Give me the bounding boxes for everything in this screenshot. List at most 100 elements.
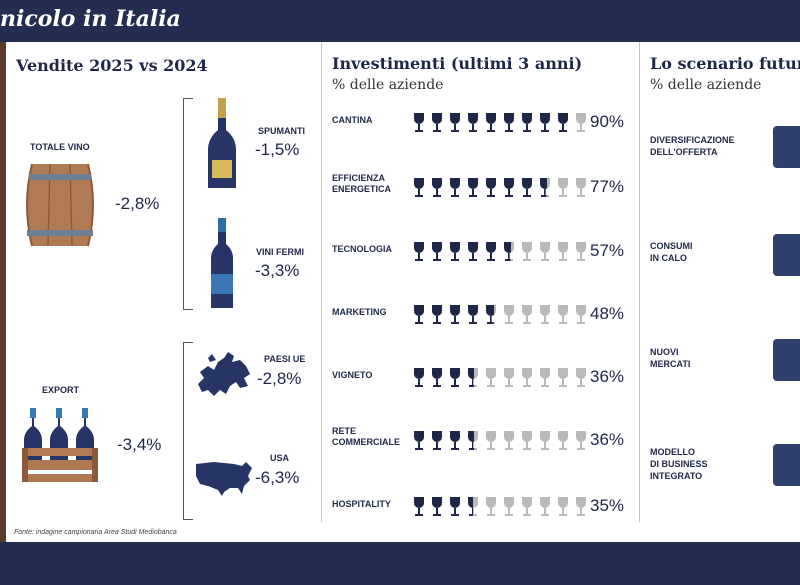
paesi-ue-label: PAESI UE bbox=[264, 354, 306, 364]
wine-glass-icon bbox=[430, 242, 444, 262]
glass-icon-scale bbox=[412, 242, 588, 262]
wine-glass-icon bbox=[574, 113, 588, 133]
wine-glass-icon bbox=[520, 305, 534, 325]
vini-fermi-label: VINI FERMI bbox=[256, 247, 305, 257]
wine-glass-icon bbox=[430, 178, 444, 198]
wine-glass-icon bbox=[466, 242, 480, 262]
barrel-icon bbox=[26, 163, 94, 247]
wine-glass-icon bbox=[538, 113, 552, 133]
glass-icon-scale bbox=[412, 113, 588, 133]
wine-glass-icon bbox=[484, 431, 498, 451]
wine-glass-icon bbox=[412, 368, 426, 388]
crate-bottles-icon bbox=[22, 408, 98, 482]
wine-glass-icon bbox=[520, 431, 534, 451]
investment-label-line1: RETE bbox=[332, 426, 357, 436]
wine-glass-icon bbox=[556, 497, 570, 517]
wine-glass-icon bbox=[412, 113, 426, 133]
glass-icon-scale bbox=[412, 497, 588, 517]
wine-glass-icon bbox=[430, 113, 444, 133]
wine-glass-icon bbox=[484, 305, 498, 325]
investment-row: CANTINA 90% bbox=[332, 110, 632, 136]
scenario-bar bbox=[773, 444, 800, 486]
wine-glass-icon bbox=[466, 305, 480, 325]
wine-glass-icon bbox=[448, 431, 462, 451]
wine-glass-icon bbox=[556, 242, 570, 262]
wine-glass-icon bbox=[412, 497, 426, 517]
investment-row: RETE COMMERCIALE 36% bbox=[332, 426, 632, 454]
wine-glass-icon bbox=[448, 113, 462, 133]
vini-fermi-value: -3,3% bbox=[255, 261, 300, 280]
wine-glass-icon bbox=[502, 497, 516, 517]
sales-panel: Vendite 2025 vs 2024 TOTALE VINO -2,8% S… bbox=[6, 42, 322, 522]
wine-glass-icon bbox=[574, 178, 588, 198]
export-label: EXPORT bbox=[42, 385, 80, 395]
paesi-ue-value: -2,8% bbox=[257, 369, 302, 388]
investment-percent: 36% bbox=[590, 367, 625, 386]
investment-label: CANTINA bbox=[332, 115, 373, 126]
wine-glass-icon bbox=[502, 178, 516, 198]
wine-glass-icon bbox=[448, 497, 462, 517]
investment-row: EFFICIENZA ENERGETICA 77% bbox=[332, 173, 632, 201]
investment-row: TECNOLOGIA 57% bbox=[332, 239, 632, 265]
scenario-label: NUOVI MERCATI bbox=[650, 346, 690, 370]
wine-glass-icon bbox=[430, 305, 444, 325]
wine-glass-icon bbox=[448, 368, 462, 388]
scenario-label-line: MERCATI bbox=[650, 359, 691, 369]
investment-label-line1: HOSPITALITY bbox=[332, 499, 391, 509]
wine-glass-icon bbox=[466, 431, 480, 451]
glass-icon-scale bbox=[412, 178, 588, 198]
scenario-title: Lo scenario futur bbox=[650, 54, 800, 73]
wine-glass-icon bbox=[538, 242, 552, 262]
wine-glass-icon bbox=[556, 178, 570, 198]
spumanti-value: -1,5% bbox=[255, 140, 300, 159]
scenario-bar bbox=[773, 339, 800, 381]
glass-icon-scale bbox=[412, 368, 588, 388]
scenario-label-line: DIVERSIFICAZIONE bbox=[650, 135, 735, 145]
wine-glass-icon bbox=[556, 113, 570, 133]
investment-label-line2: COMMERCIALE bbox=[332, 437, 400, 447]
investment-label-line1: TECNOLOGIA bbox=[332, 244, 392, 254]
sales-title: Vendite 2025 vs 2024 bbox=[16, 56, 208, 75]
wine-glass-icon bbox=[412, 178, 426, 198]
wine-glass-icon bbox=[448, 242, 462, 262]
scenario-label-line: IN CALO bbox=[650, 253, 687, 263]
wine-glass-icon bbox=[502, 305, 516, 325]
scenario-subtitle: % delle aziende bbox=[650, 77, 762, 93]
scenario-label: MODELLO DI BUSINESS INTEGRATO bbox=[650, 446, 708, 482]
scenario-label-line: CONSUMI bbox=[650, 241, 693, 251]
glass-icon-scale bbox=[412, 431, 588, 451]
wine-glass-icon bbox=[412, 431, 426, 451]
wine-glass-icon bbox=[520, 242, 534, 262]
wine-glass-icon bbox=[538, 305, 552, 325]
wine-glass-icon bbox=[484, 113, 498, 133]
wine-glass-icon bbox=[574, 497, 588, 517]
source-note: Fonte: indagine campionaria Area Studi M… bbox=[14, 529, 177, 536]
wine-glass-icon bbox=[538, 178, 552, 198]
bracket-vino bbox=[183, 98, 193, 310]
usa-value: -6,3% bbox=[255, 468, 300, 487]
investment-percent: 57% bbox=[590, 241, 625, 260]
wine-glass-icon bbox=[484, 368, 498, 388]
investment-label-line1: CANTINA bbox=[332, 115, 373, 125]
wine-glass-icon bbox=[466, 113, 480, 133]
wine-glass-icon bbox=[502, 113, 516, 133]
page-title: nicolo in Italia bbox=[0, 6, 181, 32]
europe-map-icon bbox=[198, 352, 250, 396]
background-photo-strip bbox=[0, 42, 6, 542]
wine-glass-icon bbox=[574, 242, 588, 262]
wine-glass-icon bbox=[466, 497, 480, 517]
wine-glass-icon bbox=[520, 497, 534, 517]
wine-glass-icon bbox=[466, 178, 480, 198]
sparkling-bottle-icon bbox=[208, 98, 236, 188]
investment-percent: 35% bbox=[590, 496, 625, 515]
investment-percent: 36% bbox=[590, 430, 625, 449]
scenario-label: DIVERSIFICAZIONE DELL'OFFERTA bbox=[650, 134, 735, 158]
bracket-export bbox=[183, 342, 193, 520]
wine-glass-icon bbox=[538, 368, 552, 388]
wine-glass-icon bbox=[502, 431, 516, 451]
wine-glass-icon bbox=[502, 242, 516, 262]
wine-glass-icon bbox=[556, 431, 570, 451]
investment-label: TECNOLOGIA bbox=[332, 244, 392, 255]
investments-subtitle: % delle aziende bbox=[332, 77, 444, 93]
scenario-label-line: INTEGRATO bbox=[650, 471, 703, 481]
